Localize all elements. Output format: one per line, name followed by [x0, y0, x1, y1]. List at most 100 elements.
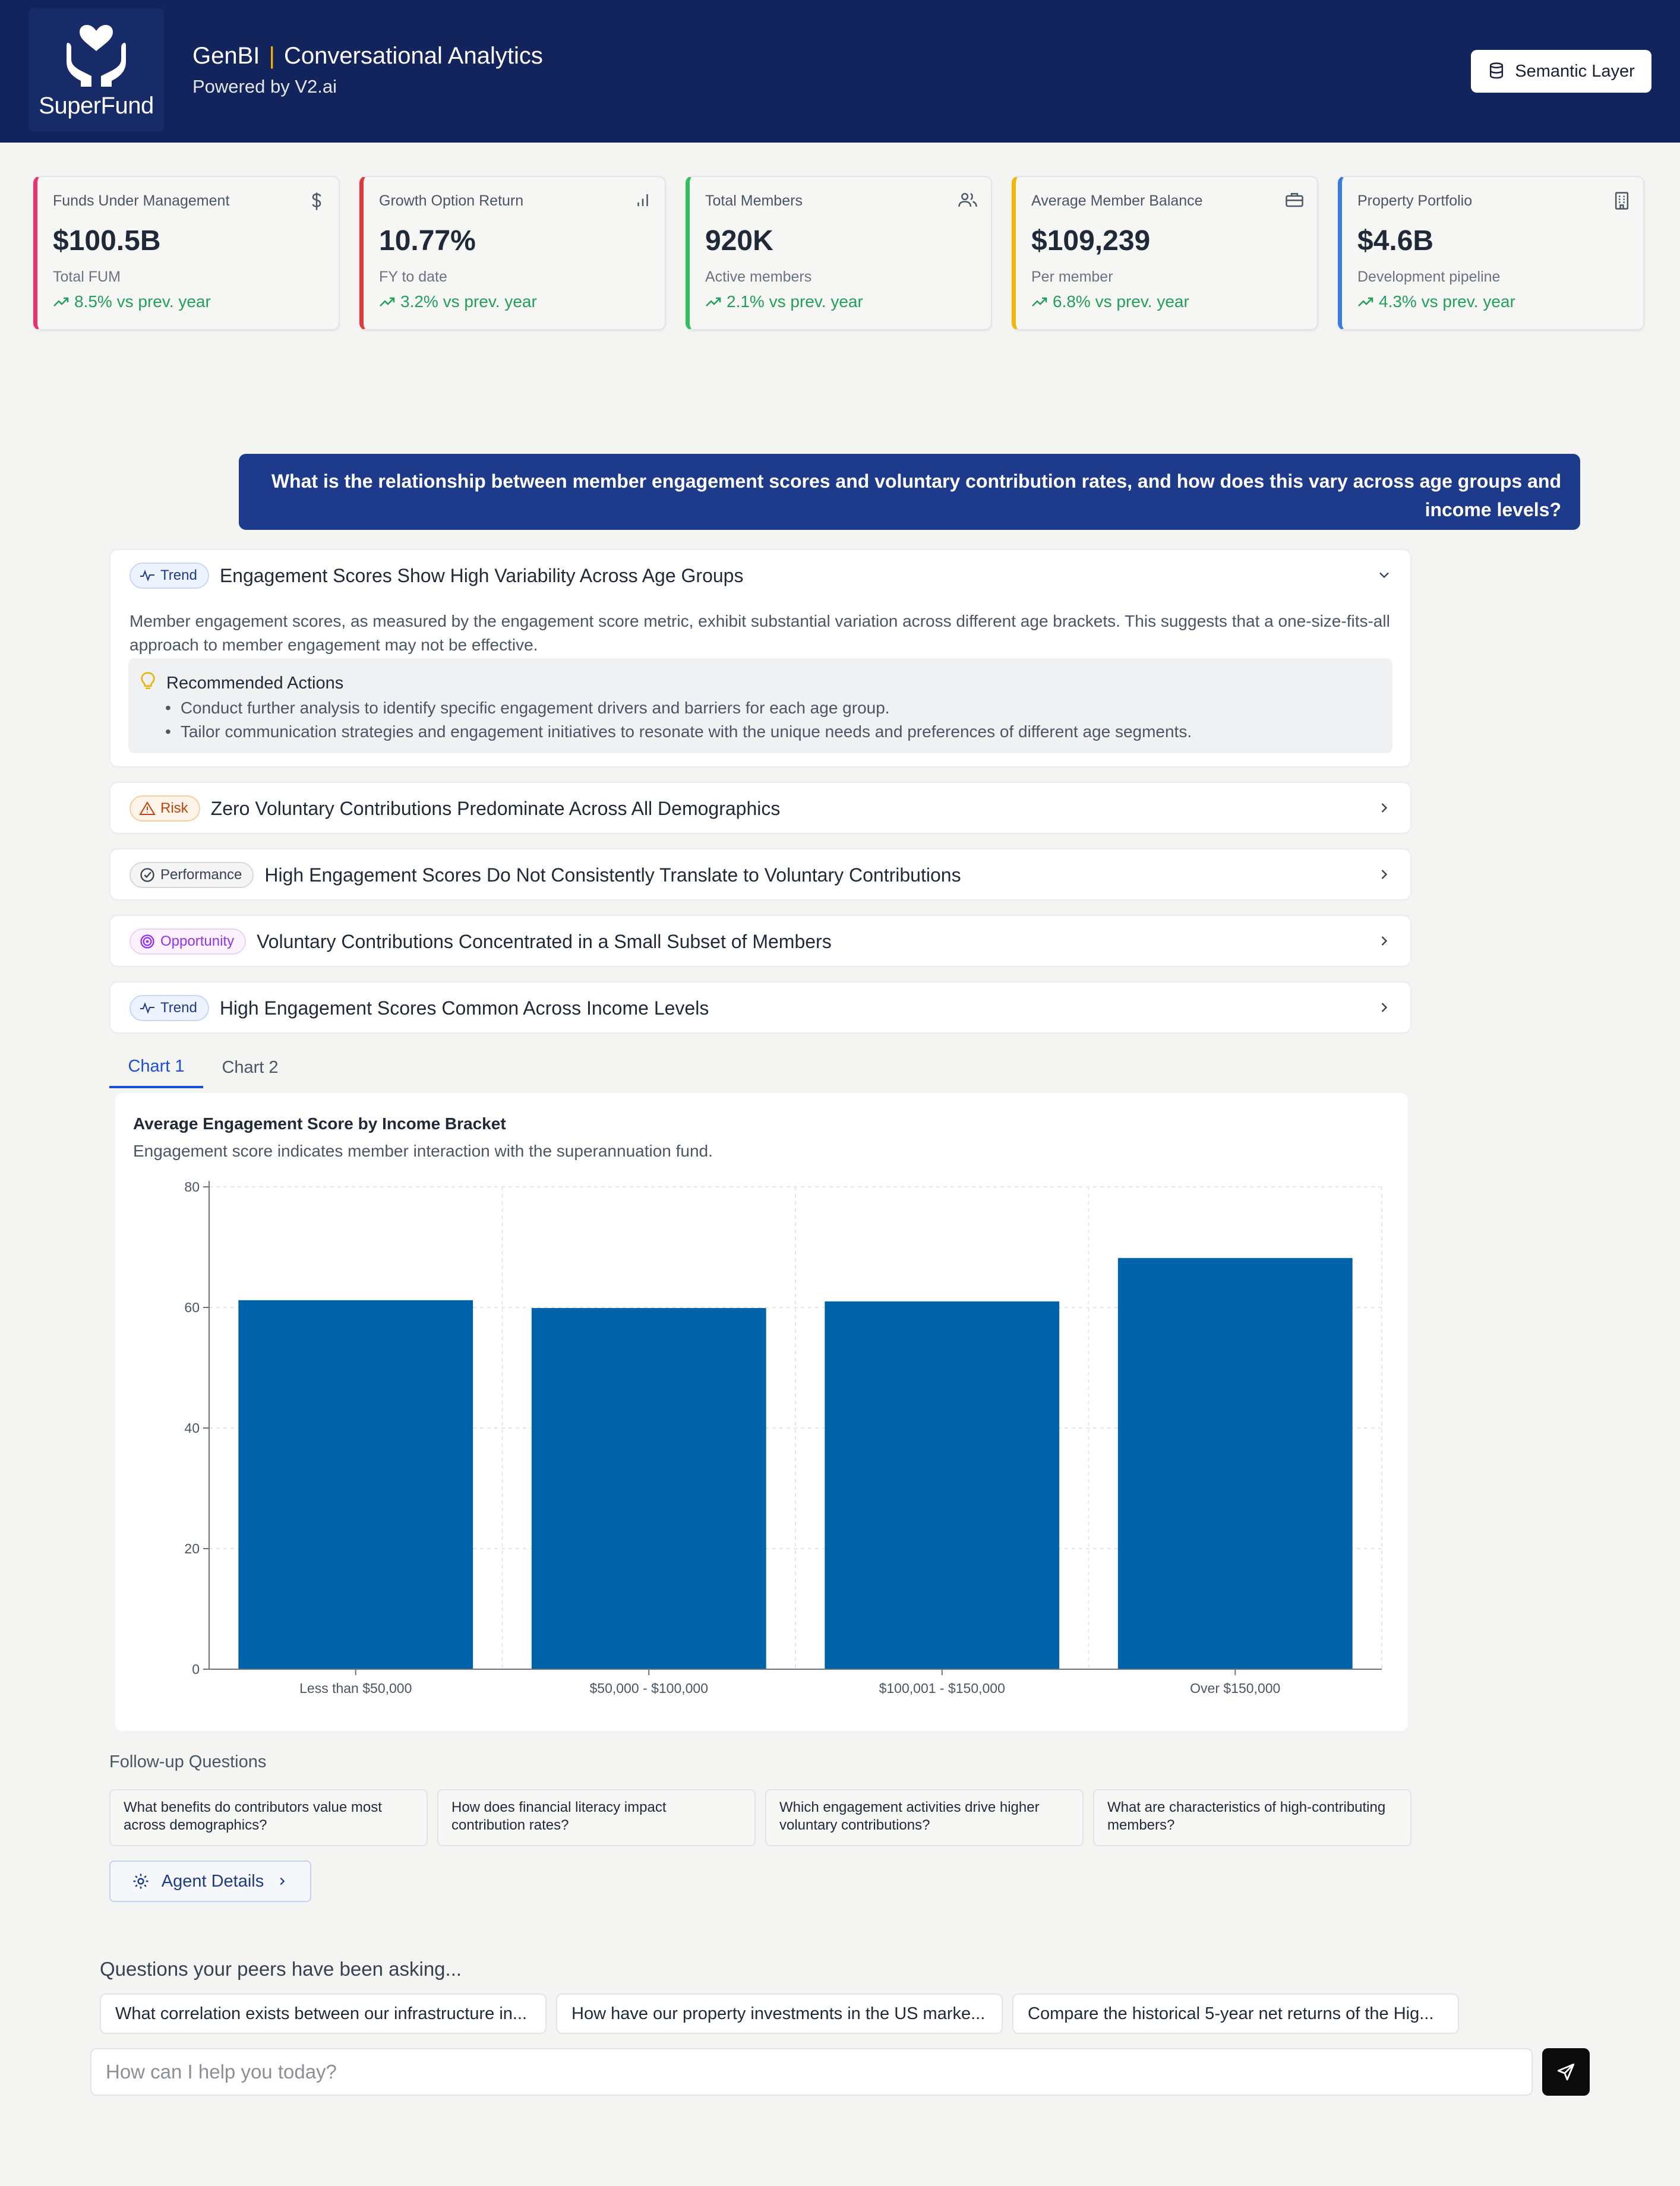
kpi-label: Property Portfolio: [1357, 192, 1473, 209]
chevron-right-icon[interactable]: [1376, 800, 1392, 816]
check-circle-icon: [140, 868, 154, 882]
chart-panel: Average Engagement Score by Income Brack…: [115, 1093, 1408, 1731]
activity-icon: [140, 570, 154, 582]
chevron-right-icon[interactable]: [1376, 933, 1392, 949]
activity-icon: [140, 1002, 154, 1014]
peer-question[interactable]: Compare the historical 5-year net return…: [1012, 1994, 1459, 2034]
kpi-trend: 3.2% vs prev. year: [379, 292, 537, 311]
followup-question[interactable]: What benefits do contributors value most…: [109, 1789, 428, 1846]
chart-tabs: Chart 1 Chart 2: [109, 1047, 297, 1088]
opportunity-badge: Opportunity: [130, 928, 247, 955]
kpi-trend-text: 6.8% vs prev. year: [1053, 292, 1189, 311]
badge-label: Trend: [160, 1000, 197, 1016]
kpi-trend: 4.3% vs prev. year: [1357, 292, 1515, 311]
insight-title: Engagement Scores Show High Variability …: [219, 564, 744, 586]
app-title: GenBI | Conversational Analytics: [192, 43, 543, 70]
kpi-trend: 6.8% vs prev. year: [1031, 292, 1189, 311]
kpi-value: $4.6B: [1357, 225, 1434, 257]
kpi-sub: Total FUM: [53, 268, 121, 285]
chat-input[interactable]: [90, 2048, 1533, 2096]
trend-up-icon: [1358, 297, 1373, 307]
insight-body: Member engagement scores, as measured by…: [130, 612, 1390, 654]
kpi-trend-text: 3.2% vs prev. year: [400, 292, 537, 311]
trend-up-icon: [380, 297, 395, 307]
x-tick-label: $50,000 - $100,000: [589, 1680, 708, 1696]
agent-details-label: Agent Details: [161, 1871, 264, 1891]
kpi-sub: FY to date: [379, 268, 447, 285]
peer-question[interactable]: How have our property investments in the…: [556, 1994, 1003, 2034]
send-button[interactable]: [1542, 2048, 1590, 2096]
chevron-right-icon: [280, 1877, 285, 1885]
chart-subtitle: Engagement score indicates member intera…: [133, 1142, 713, 1160]
insight-header[interactable]: Trend Engagement Scores Show High Variab…: [130, 550, 743, 601]
recommended-actions-title: Recommended Actions: [166, 674, 344, 693]
kpi-label: Average Member Balance: [1031, 192, 1203, 209]
insight-card-trend[interactable]: Trend High Engagement Scores Common Acro…: [109, 981, 1411, 1034]
target-icon: [140, 934, 154, 949]
performance-badge: Performance: [130, 862, 254, 888]
insight-header: Trend High Engagement Scores Common Acro…: [130, 983, 709, 1034]
trend-up-icon: [53, 297, 69, 307]
trend-up-icon: [1032, 297, 1047, 307]
insight-header: Performance High Engagement Scores Do No…: [130, 849, 961, 901]
chart-title: Average Engagement Score by Income Brack…: [133, 1114, 506, 1133]
kpi-trend-text: 8.5% vs prev. year: [74, 292, 211, 311]
users-icon: [958, 192, 977, 207]
kpi-label: Funds Under Management: [53, 192, 230, 209]
trend-badge: Trend: [130, 563, 209, 589]
heart-hands-icon: [67, 25, 126, 87]
semantic-layer-button[interactable]: Semantic Layer: [1471, 50, 1651, 93]
insight-card-risk[interactable]: Risk Zero Voluntary Contributions Predom…: [109, 782, 1411, 834]
building-icon: [1615, 192, 1629, 210]
kpi-card-average-balance[interactable]: Average Member Balance $109,239 Per memb…: [1012, 176, 1318, 330]
followup-question[interactable]: Which engagement activities drive higher…: [765, 1789, 1084, 1846]
kpi-card-growth-return[interactable]: Growth Option Return 10.77% FY to date 3…: [359, 176, 666, 330]
briefcase-icon: [1286, 192, 1303, 207]
database-icon: [1490, 62, 1504, 79]
x-tick-label: $100,001 - $150,000: [879, 1680, 1005, 1696]
insight-card-expanded[interactable]: Trend Engagement Scores Show High Variab…: [109, 549, 1411, 767]
bar: [531, 1308, 766, 1669]
bar-chart-icon: [637, 194, 648, 206]
followup-question[interactable]: What are characteristics of high-contrib…: [1093, 1789, 1411, 1846]
kpi-trend-text: 4.3% vs prev. year: [1379, 292, 1515, 311]
bar: [1117, 1258, 1353, 1669]
semantic-layer-label: Semantic Layer: [1515, 61, 1635, 81]
kpi-card-fum[interactable]: Funds Under Management $100.5B Total FUM…: [33, 176, 340, 330]
chevron-down-icon[interactable]: [1376, 567, 1392, 583]
recommended-actions-list: Conduct further analysis to identify spe…: [165, 696, 1192, 744]
title-separator: |: [269, 43, 275, 69]
badge-label: Trend: [160, 567, 197, 583]
app-header: SuperFund GenBI | Conversational Analyti…: [0, 0, 1680, 143]
badge-label: Risk: [160, 800, 188, 816]
followup-question[interactable]: How does financial literacy impact contr…: [437, 1789, 756, 1846]
insight-title: Voluntary Contributions Concentrated in …: [257, 930, 832, 952]
followup-label: Follow-up Questions: [109, 1752, 267, 1771]
tab-chart-1[interactable]: Chart 1: [109, 1047, 203, 1088]
app-name: GenBI: [192, 43, 260, 69]
kpi-card-total-members[interactable]: Total Members 920K Active members 2.1% v…: [686, 176, 992, 330]
insight-card-performance[interactable]: Performance High Engagement Scores Do No…: [109, 848, 1411, 901]
x-tick-label: Less than $50,000: [299, 1680, 412, 1696]
kpi-card-property-portfolio[interactable]: Property Portfolio $4.6B Development pip…: [1338, 176, 1644, 330]
list-item: Conduct further analysis to identify spe…: [165, 696, 1192, 720]
chevron-right-icon[interactable]: [1376, 866, 1392, 883]
kpi-value: 10.77%: [379, 225, 476, 257]
kpi-trend-text: 2.1% vs prev. year: [727, 292, 863, 311]
peer-question[interactable]: What correlation exists between our infr…: [100, 1994, 547, 2034]
insight-card-opportunity[interactable]: Opportunity Voluntary Contributions Conc…: [109, 915, 1411, 967]
peer-questions-label: Questions your peers have been asking...: [100, 1958, 462, 1980]
bar-chart: 0 20 40 60 80 Less than $50,000 $50,000 - $100…: [184, 1179, 1382, 1696]
insight-title: High Engagement Scores Common Across Inc…: [219, 997, 709, 1019]
kpi-sub: Per member: [1031, 268, 1113, 285]
y-tick-label: 20: [184, 1541, 200, 1556]
kpi-sub: Development pipeline: [1357, 268, 1501, 285]
bar: [238, 1300, 473, 1669]
agent-details-button[interactable]: Agent Details: [109, 1860, 311, 1902]
kpi-value: 920K: [705, 225, 773, 257]
chevron-right-icon[interactable]: [1376, 999, 1392, 1016]
tab-chart-2[interactable]: Chart 2: [222, 1057, 279, 1077]
kpi-value: $100.5B: [53, 225, 161, 257]
superfund-logo[interactable]: SuperFund: [29, 8, 164, 132]
kpi-label: Growth Option Return: [379, 192, 524, 209]
